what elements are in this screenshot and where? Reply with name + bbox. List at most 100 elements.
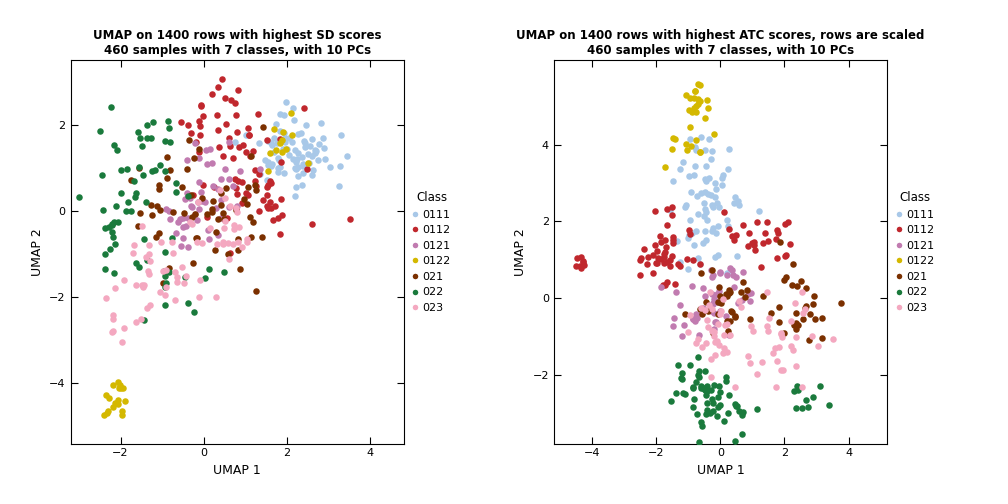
022	[98, 249, 114, 258]
0122	[688, 101, 705, 109]
023	[703, 288, 719, 296]
021	[230, 235, 246, 243]
0122	[268, 146, 284, 154]
0121	[158, 205, 174, 213]
0112	[636, 245, 652, 253]
023	[804, 332, 821, 340]
0121	[229, 202, 245, 210]
0112	[663, 251, 679, 260]
022	[822, 401, 838, 409]
0121	[719, 271, 735, 279]
022	[105, 232, 121, 240]
021	[792, 277, 808, 285]
0121	[179, 156, 196, 164]
0112	[195, 112, 211, 120]
0111	[274, 145, 290, 153]
0111	[259, 176, 275, 184]
022	[696, 384, 712, 392]
0121	[206, 182, 222, 191]
021	[695, 310, 711, 318]
021	[217, 215, 233, 223]
0122	[686, 87, 703, 95]
023	[139, 267, 155, 275]
022	[729, 402, 745, 410]
0121	[200, 226, 216, 234]
0111	[290, 162, 306, 170]
0111	[707, 193, 723, 201]
0112	[749, 218, 765, 226]
023	[706, 333, 722, 341]
0122	[677, 91, 694, 99]
021	[245, 218, 261, 226]
023	[98, 294, 114, 302]
0111	[263, 162, 279, 170]
0112	[728, 231, 744, 239]
0111	[727, 193, 743, 201]
0112	[222, 142, 238, 150]
0111	[691, 260, 708, 268]
023	[773, 366, 789, 374]
0112	[250, 110, 266, 118]
023	[226, 225, 242, 233]
0111	[311, 140, 328, 148]
0121	[727, 283, 743, 291]
022	[711, 382, 727, 390]
021	[727, 313, 743, 321]
022	[663, 397, 679, 405]
Legend: 0111, 0112, 0121, 0122, 021, 022, 023: 0111, 0112, 0121, 0122, 021, 022, 023	[408, 186, 456, 318]
023	[164, 238, 180, 246]
022	[106, 141, 122, 149]
0111	[263, 139, 279, 147]
0112	[647, 241, 663, 249]
0122	[688, 136, 705, 144]
022	[104, 228, 120, 236]
0122	[114, 407, 130, 415]
021	[719, 317, 735, 325]
0111	[287, 193, 303, 201]
0121	[183, 204, 200, 212]
0121	[252, 165, 268, 173]
0112	[768, 255, 784, 263]
023	[126, 241, 142, 249]
0121	[687, 317, 704, 325]
0121	[194, 188, 210, 196]
0111	[276, 169, 292, 177]
0112	[652, 232, 668, 240]
0122	[686, 87, 703, 95]
0112	[746, 241, 762, 249]
022	[670, 360, 686, 368]
022	[161, 269, 177, 277]
0111	[700, 190, 716, 198]
021	[755, 292, 771, 300]
0111	[264, 141, 280, 149]
022	[118, 207, 134, 215]
0122	[682, 143, 699, 151]
0122	[706, 131, 722, 139]
0121	[214, 214, 230, 222]
0112	[204, 90, 220, 98]
X-axis label: UMAP 1: UMAP 1	[214, 464, 261, 477]
0111	[672, 259, 688, 267]
023	[703, 373, 719, 381]
021	[151, 185, 167, 194]
0122	[101, 407, 117, 415]
0111	[322, 163, 338, 171]
0122	[667, 135, 683, 143]
0112	[639, 253, 655, 261]
0111	[682, 230, 699, 238]
021	[789, 321, 805, 329]
0121	[703, 266, 719, 274]
0121	[705, 271, 721, 279]
0111	[307, 149, 324, 157]
022	[698, 410, 714, 418]
0111	[707, 179, 723, 187]
0111	[257, 156, 273, 164]
022	[110, 218, 126, 226]
0122	[701, 103, 717, 111]
022	[144, 167, 160, 175]
0111	[276, 129, 292, 137]
022	[805, 393, 822, 401]
0122	[273, 148, 289, 156]
0112	[656, 250, 672, 259]
0112	[632, 271, 648, 279]
